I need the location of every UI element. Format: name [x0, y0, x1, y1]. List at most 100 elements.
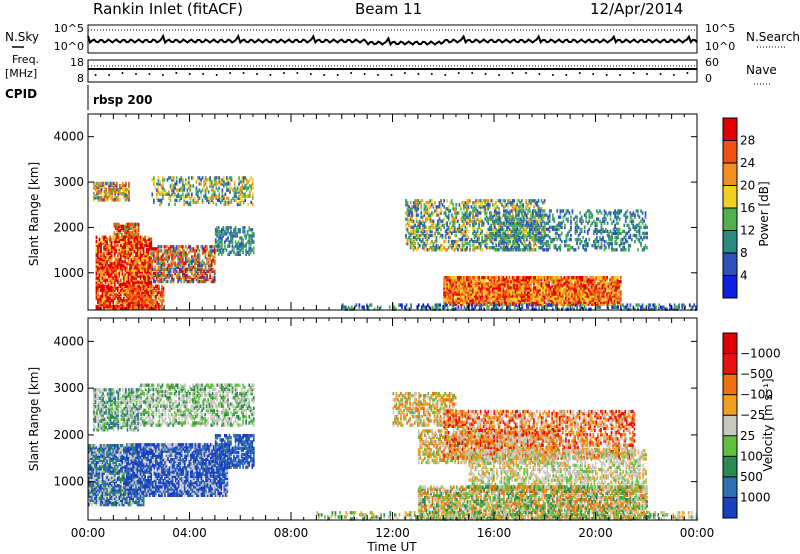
- heatmap-cell: [448, 205, 450, 208]
- heatmap-cell: [433, 234, 435, 237]
- heatmap-cell: [460, 298, 462, 301]
- heatmap-cell: [472, 276, 474, 279]
- heatmap-cell: [591, 276, 593, 279]
- heatmap-cell: [413, 213, 415, 216]
- heatmap-cell: [433, 220, 435, 223]
- heatmap-cell: [455, 211, 457, 214]
- heatmap-cell: [475, 276, 477, 279]
- heatmap-cell: [226, 201, 228, 204]
- heatmap-cell: [498, 284, 500, 287]
- heatmap-cell: [132, 305, 134, 308]
- heatmap-cell: [597, 282, 599, 285]
- heatmap-cell: [510, 280, 512, 283]
- heatmap-cell: [216, 249, 218, 252]
- heatmap-cell: [197, 253, 199, 256]
- heatmap-cell: [96, 186, 98, 189]
- heatmap-cell: [226, 238, 228, 241]
- heatmap-cell: [173, 245, 175, 248]
- heatmap-cell: [156, 251, 158, 254]
- heatmap-cell: [183, 184, 185, 187]
- heatmap-cell: [247, 180, 249, 183]
- heatmap-cell: [554, 276, 556, 279]
- heatmap-cell: [434, 240, 436, 243]
- heatmap-cell: [176, 274, 178, 277]
- heatmap-cell: [497, 280, 499, 283]
- heatmap-cell: [119, 184, 121, 187]
- heatmap-cell: [430, 205, 432, 208]
- heatmap-cell: [608, 282, 610, 285]
- heatmap-cell: [215, 238, 217, 241]
- heatmap-cell: [513, 276, 515, 279]
- heatmap-cell: [96, 276, 98, 279]
- heatmap-cell: [212, 201, 214, 204]
- heatmap-cell: [244, 199, 246, 202]
- heatmap-cell: [168, 203, 170, 206]
- heatmap-cell: [128, 295, 130, 298]
- heatmap-cell: [448, 284, 450, 287]
- heatmap-cell: [484, 294, 486, 297]
- heatmap-cell: [120, 244, 122, 247]
- heatmap-cell: [242, 238, 244, 241]
- heatmap-cell: [97, 266, 99, 269]
- heatmap-cell: [553, 288, 555, 291]
- heatmap-cell: [422, 244, 424, 247]
- heatmap-cell: [544, 301, 546, 304]
- heatmap-cell: [185, 268, 187, 271]
- heatmap-cell: [487, 199, 489, 202]
- heatmap-cell: [159, 193, 161, 196]
- heatmap-cell: [162, 268, 164, 271]
- heatmap-cell: [109, 248, 111, 251]
- heatmap-cell: [446, 248, 448, 251]
- station-title: Rankin Inlet (fitACF): [93, 0, 243, 18]
- heatmap-cell: [208, 178, 210, 181]
- heatmap-cell: [480, 203, 482, 206]
- heatmap-cell: [410, 230, 412, 233]
- heatmap-cell: [220, 201, 222, 204]
- heatmap-cell: [596, 284, 598, 287]
- heatmap-cell: [478, 205, 480, 208]
- heatmap-cell: [165, 280, 167, 283]
- heatmap-cell: [158, 199, 160, 202]
- heatmap-cell: [244, 193, 246, 196]
- heatmap-cell: [113, 223, 115, 226]
- heatmap-cell: [224, 230, 226, 233]
- heatmap-cell: [167, 178, 169, 181]
- heatmap-cell: [203, 247, 205, 250]
- heatmap-cell: [188, 276, 190, 279]
- heatmap-cell: [100, 266, 102, 269]
- heatmap-cell: [600, 276, 602, 279]
- heatmap-cell: [477, 199, 479, 202]
- heatmap-cell: [474, 209, 476, 212]
- heatmap-cell: [481, 236, 483, 239]
- heatmap-cell: [427, 205, 429, 208]
- heatmap-cell: [247, 240, 249, 243]
- heatmap-cell: [112, 276, 114, 279]
- heatmap-cell: [141, 285, 143, 288]
- heatmap-cell: [424, 203, 426, 206]
- heatmap-cell: [114, 279, 116, 282]
- heatmap-cell: [246, 186, 248, 189]
- heatmap-cell: [602, 284, 604, 287]
- heatmap-cell: [513, 199, 515, 202]
- heatmap-cell: [530, 217, 532, 220]
- heatmap-cell: [211, 278, 213, 281]
- heatmap-cell: [244, 226, 246, 229]
- heatmap-cell: [219, 234, 221, 237]
- heatmap-cell: [233, 234, 235, 237]
- heatmap-cell: [516, 301, 518, 304]
- heatmap-cell: [216, 244, 218, 247]
- nave-dot: [404, 72, 406, 74]
- heatmap-cell: [180, 195, 182, 198]
- heatmap-cell: [240, 201, 242, 204]
- heatmap-cell: [492, 228, 494, 231]
- heatmap-cell: [420, 240, 422, 243]
- heatmap-cell: [463, 301, 465, 304]
- heatmap-cell: [474, 282, 476, 285]
- heatmap-cell: [250, 234, 252, 237]
- heatmap-cell: [202, 251, 204, 254]
- heatmap-cell: [463, 234, 465, 237]
- heatmap-cell: [583, 284, 585, 287]
- heatmap-cell: [171, 176, 173, 179]
- heatmap-cell: [111, 196, 113, 199]
- heatmap-cell: [414, 246, 416, 249]
